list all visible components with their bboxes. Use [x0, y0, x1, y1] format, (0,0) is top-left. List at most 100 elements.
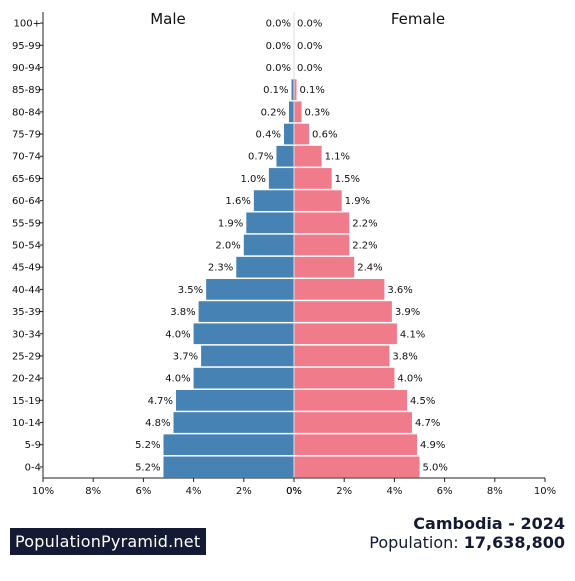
male-value-label: 2.0%	[215, 241, 240, 252]
male-value-label: 3.5%	[178, 285, 203, 296]
female-value-label: 0.1%	[300, 85, 325, 96]
x-tick-label: 4%	[186, 486, 202, 497]
male-bar-65-69	[268, 168, 294, 189]
x-tick-label: 0%	[286, 486, 302, 497]
female-bar-85-89	[294, 79, 297, 101]
male-bar-5-9	[163, 434, 294, 456]
female-value-label: 4.7%	[415, 418, 440, 429]
female-value-label: 2.2%	[352, 218, 377, 229]
female-value-label: 3.6%	[387, 285, 412, 296]
female-value-label: 4.5%	[410, 396, 435, 407]
male-value-label: 1.0%	[240, 174, 265, 185]
male-value-label: 1.9%	[218, 218, 243, 229]
female-value-label: 0.0%	[297, 19, 322, 30]
age-group-label: 25-29	[12, 351, 41, 362]
male-value-label: 4.7%	[148, 396, 173, 407]
male-bar-55-59	[246, 212, 294, 234]
age-group-label: 100+	[14, 19, 41, 30]
age-group-label: 85-89	[12, 85, 41, 96]
male-bar-35-39	[198, 301, 294, 322]
male-value-label: 0.0%	[266, 41, 291, 52]
male-bar-15-19	[176, 389, 294, 411]
age-group-label: 45-49	[12, 263, 41, 274]
female-bar-60-64	[294, 190, 342, 211]
age-group-label: 65-69	[12, 174, 41, 185]
male-bar-30-34	[193, 323, 294, 345]
female-bar-75-79	[294, 123, 310, 145]
male-value-label: 5.2%	[135, 462, 160, 473]
male-bar-60-64	[253, 190, 294, 211]
age-group-label: 60-64	[12, 196, 41, 207]
x-tick-label: 8%	[85, 486, 101, 497]
x-tick-label: 10%	[534, 486, 556, 497]
female-value-label: 2.4%	[357, 263, 382, 274]
population-value: 17,638,800	[463, 533, 565, 552]
female-bar-55-59	[294, 212, 350, 234]
age-group-label: 75-79	[12, 130, 41, 141]
female-value-label: 1.1%	[325, 152, 350, 163]
x-tick-label: 10%	[32, 486, 54, 497]
x-tick-label: 8%	[487, 486, 503, 497]
population-line: Population: 17,638,800	[369, 533, 565, 552]
male-value-label: 0.2%	[261, 107, 286, 118]
male-bar-85-89	[291, 79, 294, 101]
age-group-label: 95-99	[12, 41, 41, 52]
age-group-label: 90-94	[12, 63, 41, 74]
female-side-label: Female	[391, 10, 445, 28]
male-bar-50-54	[243, 234, 294, 256]
female-bar-35-39	[294, 301, 392, 322]
male-side-label: Male	[150, 10, 186, 28]
female-value-label: 0.0%	[297, 63, 322, 74]
x-tick-label: 2%	[236, 486, 252, 497]
male-value-label: 0.7%	[248, 152, 273, 163]
age-group-label: 35-39	[12, 307, 41, 318]
population-pyramid-chart: Male Female 0.0% 0.0% 100+ 0.0% 0.0% 95-99 0.0% 0…	[12, 10, 556, 497]
female-bar-80-84	[294, 101, 302, 123]
female-bar-25-29	[294, 345, 390, 367]
female-value-label: 4.1%	[400, 329, 425, 340]
male-bar-20-24	[193, 367, 294, 389]
age-group-label: 15-19	[12, 396, 41, 407]
male-value-label: 0.1%	[263, 85, 288, 96]
female-bar-50-54	[294, 234, 350, 256]
female-value-label: 1.5%	[335, 174, 360, 185]
female-value-label: 0.6%	[312, 130, 337, 141]
male-bar-45-49	[236, 256, 294, 278]
x-tick-label: 0%	[286, 486, 302, 497]
male-bar-25-29	[201, 345, 294, 367]
male-value-label: 4.8%	[145, 418, 170, 429]
population-label: Population:	[369, 533, 464, 552]
brand-logo[interactable]: PopulationPyramid.net	[10, 528, 206, 555]
x-tick-label: 6%	[135, 486, 151, 497]
female-value-label: 2.2%	[352, 241, 377, 252]
female-value-label: 0.3%	[305, 107, 330, 118]
male-value-label: 2.3%	[208, 263, 233, 274]
male-value-label: 0.4%	[256, 130, 281, 141]
male-value-label: 1.6%	[225, 196, 250, 207]
female-value-label: 3.8%	[392, 351, 417, 362]
male-value-label: 0.0%	[266, 19, 291, 30]
age-group-label: 20-24	[12, 374, 41, 385]
male-value-label: 4.0%	[165, 374, 190, 385]
female-bar-15-19	[294, 389, 407, 411]
age-group-label: 50-54	[12, 241, 41, 252]
male-value-label: 3.8%	[170, 307, 195, 318]
age-group-label: 0-4	[25, 462, 41, 473]
female-bar-0-4	[294, 456, 420, 478]
female-bar-40-44	[294, 279, 385, 300]
x-tick-label: 2%	[336, 486, 352, 497]
age-group-label: 80-84	[12, 107, 41, 118]
male-value-label: 5.2%	[135, 440, 160, 451]
female-value-label: 4.9%	[420, 440, 445, 451]
male-bar-10-14	[173, 412, 294, 433]
female-bar-20-24	[294, 367, 395, 389]
country-year-title: Cambodia - 2024	[413, 514, 565, 533]
male-bar-75-79	[283, 123, 294, 145]
female-bar-45-49	[294, 256, 355, 278]
female-value-label: 5.0%	[423, 462, 448, 473]
male-bar-80-84	[288, 101, 294, 123]
age-group-label: 10-14	[12, 418, 41, 429]
female-value-label: 1.9%	[345, 196, 370, 207]
male-bar-40-44	[206, 279, 294, 300]
x-tick-label: 6%	[437, 486, 453, 497]
